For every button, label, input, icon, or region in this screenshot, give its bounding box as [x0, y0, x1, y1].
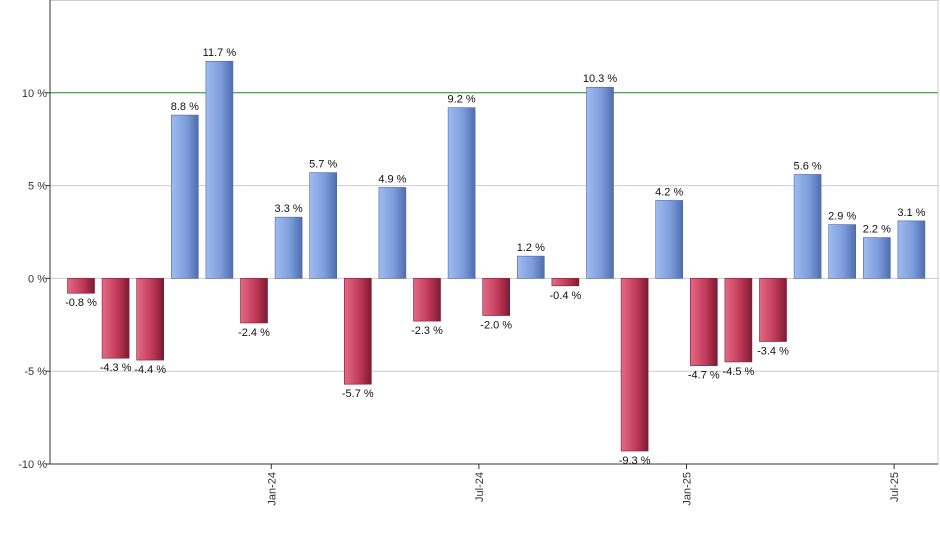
- bar-value-label: 4.9 %: [378, 173, 406, 185]
- bar: [828, 224, 857, 279]
- bar-value-label: -5.7 %: [342, 388, 374, 400]
- bar-value-label: 3.3 %: [275, 203, 303, 215]
- x-tick-label: Jul-24: [474, 472, 486, 502]
- bar-value-label: 2.9 %: [828, 211, 856, 223]
- y-tick-label: -10 %: [18, 459, 47, 471]
- y-tick-label: 10 %: [22, 88, 47, 100]
- bar: [171, 114, 199, 279]
- bar: [551, 278, 580, 287]
- bar: [274, 216, 303, 279]
- bar-value-label: -2.0 %: [480, 320, 512, 332]
- bar-value-label: 9.2 %: [448, 94, 476, 106]
- bar: [897, 220, 926, 279]
- bar-value-label: 4.2 %: [655, 186, 683, 198]
- bar: [620, 278, 649, 452]
- data-labels: -0.8 % -4.3 % -4.4 % 8.8 % 11.7 % -2.4 % 3.3 %…: [65, 47, 926, 467]
- bar-value-label: -0.4 %: [550, 290, 582, 302]
- bar-value-label: 1.2 %: [517, 242, 545, 254]
- bar-value-label: 8.8 %: [171, 101, 199, 113]
- bar-value-label: 10.3 %: [583, 73, 617, 85]
- bar: [862, 237, 891, 279]
- bar: [482, 278, 511, 316]
- bar: [101, 278, 130, 359]
- bar: [136, 278, 164, 361]
- x-tick-label: Jul-25: [889, 472, 901, 502]
- bar-value-label: -4.5 %: [723, 366, 755, 378]
- x-tick-label: Jan-24: [266, 472, 278, 506]
- bar: [67, 278, 95, 294]
- bar-value-label: 5.6 %: [794, 160, 822, 172]
- bar-value-label: 11.7 %: [203, 47, 237, 59]
- bar: [724, 278, 753, 363]
- bars: [67, 60, 926, 452]
- bar: [516, 255, 545, 279]
- bar: [793, 174, 822, 279]
- bar-value-label: 5.7 %: [309, 159, 337, 171]
- bar: [309, 172, 338, 279]
- bar-value-label: 2.2 %: [863, 224, 891, 236]
- bar: [205, 60, 234, 279]
- x-tick-label: Jan-25: [682, 472, 694, 506]
- y-tick-label: 5 %: [28, 181, 47, 193]
- y-tick-label: 0 %: [28, 273, 47, 285]
- bar-value-label: -2.4 %: [238, 327, 270, 339]
- bar: [240, 278, 268, 324]
- bar-value-label: -2.3 %: [411, 325, 443, 337]
- bar: [655, 200, 684, 279]
- bar-value-label: -4.3 %: [100, 362, 132, 374]
- bar-value-label: -4.7 %: [688, 370, 720, 382]
- bar: [447, 107, 476, 279]
- axes: 10 % 5 % 0 % -5 % -10 % Jan-24 Jul-24 Jan-25 Jul…: [18, 0, 938, 506]
- bar-value-label: -3.4 %: [757, 346, 789, 358]
- bar: [413, 278, 441, 322]
- bar: [343, 278, 372, 385]
- bar: [378, 187, 407, 279]
- bar-value-label: -0.8 %: [65, 297, 97, 309]
- y-tick-label: -5 %: [24, 366, 47, 378]
- bar-value-label: 3.1 %: [897, 207, 925, 219]
- bar-value-label: -4.4 %: [134, 364, 166, 376]
- bar: [689, 278, 718, 366]
- bar-value-label: -9.3 %: [619, 455, 651, 467]
- bar: [759, 278, 787, 342]
- bar: [586, 86, 614, 279]
